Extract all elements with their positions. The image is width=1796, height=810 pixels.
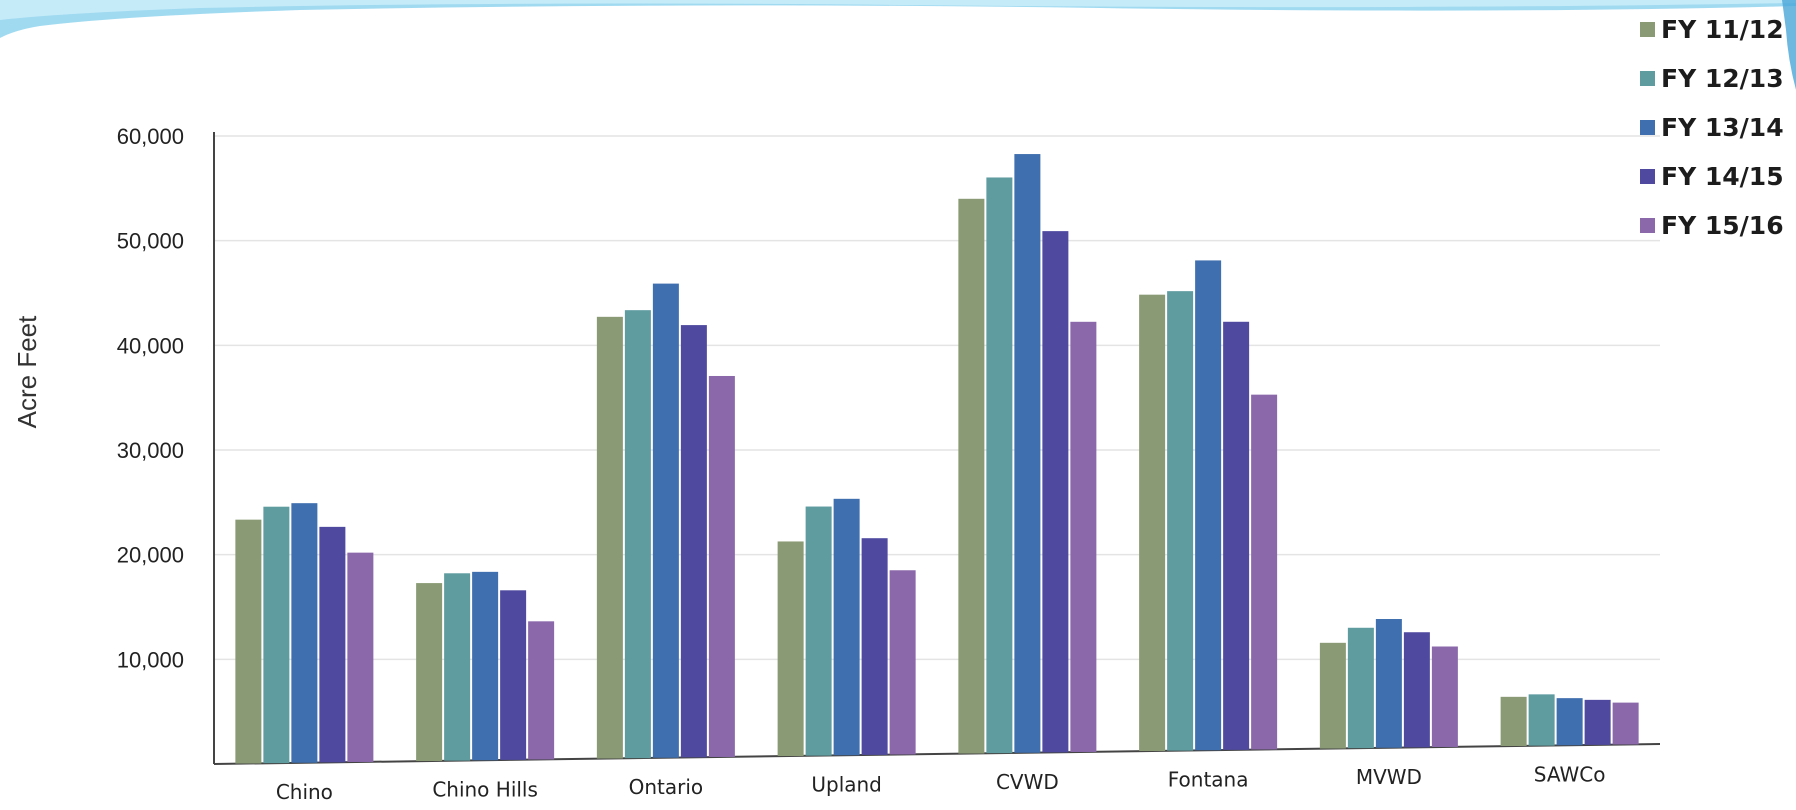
x-category-label: Ontario: [629, 775, 704, 799]
y-tick-label: 50,000: [117, 229, 184, 254]
gridlines: [214, 135, 1660, 661]
bar: [263, 506, 290, 764]
legend-swatch: [1640, 218, 1655, 233]
bar: [528, 621, 555, 760]
bar: [1347, 627, 1374, 749]
legend-label: FY 14/15: [1661, 162, 1784, 191]
bar: [1195, 260, 1222, 751]
x-category-label: CVWD: [996, 770, 1059, 794]
bar: [1528, 694, 1555, 746]
bar: [1251, 394, 1278, 750]
bar: [347, 552, 374, 762]
x-category-label: SAWCo: [1534, 762, 1606, 786]
bar: [708, 375, 735, 757]
bar: [1612, 702, 1639, 745]
y-tick-label: 60,000: [117, 124, 184, 149]
bar: [805, 506, 832, 756]
bar: [1500, 696, 1527, 747]
bar: [1584, 699, 1611, 745]
bar: [291, 503, 318, 763]
bar: [1375, 619, 1402, 748]
bar: [416, 583, 443, 762]
y-tick-label: 40,000: [117, 333, 184, 358]
bar: [1319, 642, 1346, 749]
y-tick-label: 20,000: [117, 543, 184, 568]
bar: [1014, 154, 1041, 753]
bar: [444, 573, 471, 761]
x-category-label: MVWD: [1356, 765, 1422, 789]
legend-label: FY 11/12: [1661, 15, 1784, 44]
legend-swatch: [1640, 120, 1655, 135]
bar: [1070, 321, 1097, 752]
x-category-label: Fontana: [1168, 767, 1249, 791]
bars: [235, 154, 1639, 764]
bar: [1167, 291, 1194, 751]
bar: [624, 310, 651, 759]
x-category-label: Upland: [811, 772, 882, 796]
bar: [958, 198, 985, 754]
right-edge-decoration: [1782, 0, 1796, 90]
bar: [889, 570, 916, 755]
x-category-labels: Chino Chino Hills Ontario Upland CVWD Fontana…: [276, 762, 1606, 804]
legend-label: FY 13/14: [1661, 113, 1784, 142]
bar: [652, 283, 679, 758]
legend-label: FY 12/13: [1661, 64, 1784, 93]
bar: [777, 541, 804, 757]
legend-label: FY 15/16: [1661, 211, 1784, 240]
bar: [861, 538, 888, 755]
x-category-label: Chino Hills: [432, 777, 538, 801]
bar: [1431, 646, 1458, 747]
y-tick-label: 30,000: [117, 438, 184, 463]
bar: [680, 325, 707, 758]
legend-swatch: [1640, 169, 1655, 184]
header-wave-decoration-light: [0, 0, 1796, 20]
legend: FY 11/12 FY 12/13 FY 13/14 FY 14/15 FY 15/16: [1640, 15, 1784, 240]
y-axis-label: Acre Feet: [12, 315, 42, 428]
bar: [472, 571, 499, 761]
bar: [1223, 321, 1250, 750]
bar: [500, 590, 527, 760]
bar: [1403, 632, 1430, 748]
x-category-label: Chino: [276, 780, 333, 804]
bar: [1556, 698, 1583, 746]
bar: [1042, 231, 1069, 753]
bar: [986, 177, 1013, 754]
bar: [235, 519, 262, 764]
bar: [596, 316, 623, 759]
y-tick-labels: 10,000 20,000 30,000 40,000 50,000 60,000: [117, 124, 184, 672]
bar: [319, 526, 346, 763]
legend-swatch: [1640, 22, 1655, 37]
bar: [1139, 294, 1166, 752]
y-tick-label: 10,000: [117, 647, 184, 672]
legend-swatch: [1640, 71, 1655, 86]
header-wave-decoration: [0, 0, 1796, 38]
bar: [833, 498, 860, 756]
